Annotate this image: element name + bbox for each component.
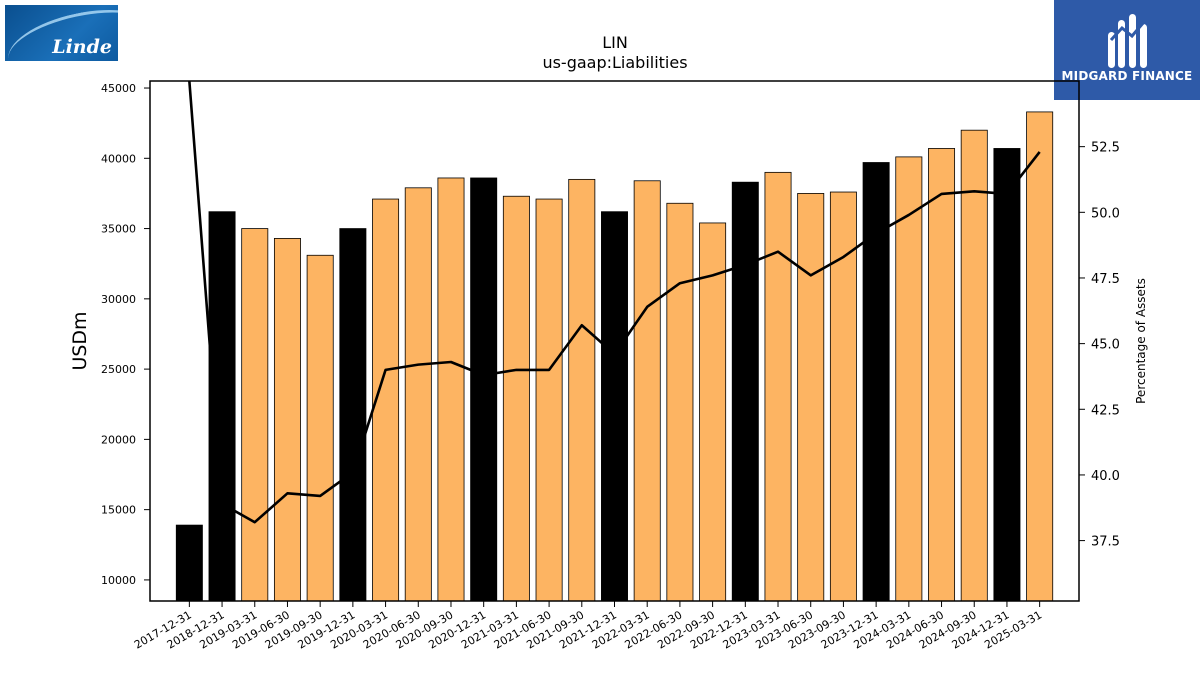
bar-quarterly: [829, 191, 857, 602]
bar-quarterly: [241, 228, 269, 602]
bar-quarterly: [306, 254, 334, 602]
y-tick-label: 45000: [101, 82, 136, 95]
y2-tick-label: 45.0: [1091, 338, 1120, 353]
midgard-mark-icon: [1108, 14, 1147, 68]
x-axis: 2017-12-312018-12-312019-03-312019-06-30…: [132, 601, 1044, 652]
chart-subtitle: us-gaap:Liabilities: [542, 53, 687, 72]
bar-quarterly: [699, 222, 727, 602]
linde-logo: Linde: [5, 5, 118, 61]
y2-tick-label: 47.5: [1091, 272, 1120, 287]
y-tick-label: 15000: [101, 504, 136, 517]
bar-quarterly: [404, 187, 432, 602]
y2-tick-label: 40.0: [1091, 469, 1120, 484]
bar-annual: [862, 162, 890, 602]
y-tick-label: 40000: [101, 152, 136, 165]
percentage-line: [188, 80, 1041, 524]
y2-tick-label: 42.5: [1091, 403, 1120, 418]
bar-quarterly: [928, 148, 956, 602]
y-axis-label: USDm: [69, 311, 91, 370]
bar-quarterly: [1026, 111, 1054, 602]
linde-logo-text: Linde: [52, 36, 112, 58]
midgard-logo-text: MIDGARD FINANCE: [1061, 69, 1193, 83]
y-tick-label: 25000: [101, 363, 136, 376]
right-y-axis: 37.5 40.0 42.5 45.0 47.5 50.0 52.5: [1079, 141, 1120, 550]
y-tick-label: 20000: [101, 433, 136, 446]
bar-quarterly: [633, 180, 661, 602]
bar-quarterly: [273, 238, 301, 602]
bar-quarterly: [895, 156, 923, 602]
chart-title: LIN: [602, 33, 628, 52]
bar-series: [175, 111, 1054, 602]
bar-annual: [601, 211, 628, 602]
bar-quarterly: [797, 193, 825, 602]
bar-annual: [993, 148, 1021, 602]
bar-annual: [175, 524, 203, 602]
y2-tick-label: 52.5: [1091, 141, 1120, 156]
y-tick-label: 10000: [101, 574, 136, 587]
y2-tick-label: 37.5: [1091, 535, 1120, 550]
percentage-line-series: [188, 80, 1041, 524]
bar-quarterly: [568, 178, 596, 602]
bar-annual: [339, 228, 367, 602]
bar-quarterly: [666, 202, 694, 602]
bar-quarterly: [437, 177, 465, 602]
bar-quarterly: [535, 198, 563, 602]
y-tick-label: 35000: [101, 223, 136, 236]
bar-quarterly: [764, 171, 792, 602]
bar-quarterly: [960, 129, 988, 602]
bar-annual: [208, 211, 236, 602]
y2-axis-label: Percentage of Assets: [1134, 278, 1148, 404]
bar-quarterly: [502, 195, 530, 602]
bar-annual: [470, 177, 498, 602]
y2-tick-label: 50.0: [1091, 206, 1120, 221]
left-y-axis: 10000 15000 20000 25000 30000 35000 40000 45000: [101, 82, 150, 587]
bar-annual: [731, 181, 759, 602]
y-tick-label: 30000: [101, 293, 136, 306]
